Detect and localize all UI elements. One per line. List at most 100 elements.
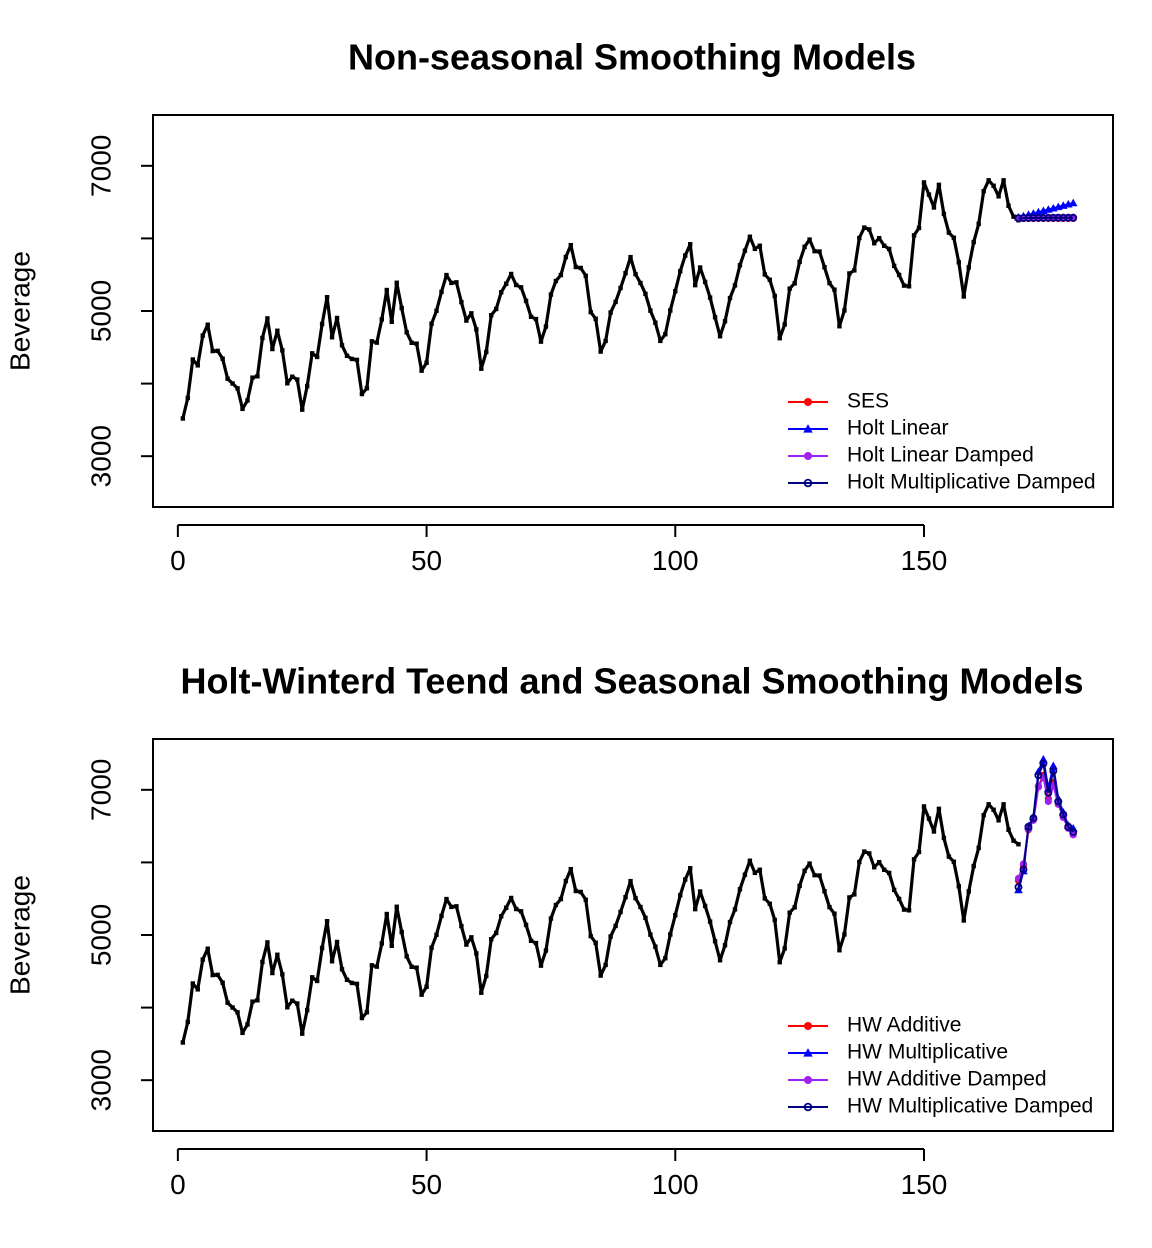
series-observed bbox=[180, 802, 1021, 1045]
data-point bbox=[956, 260, 962, 265]
x-tick-label: 0 bbox=[170, 1169, 186, 1200]
data-point bbox=[807, 237, 812, 242]
data-point bbox=[976, 221, 981, 227]
data-point bbox=[673, 912, 678, 918]
data-point bbox=[812, 248, 817, 254]
data-point bbox=[857, 235, 862, 241]
data-point bbox=[857, 859, 862, 865]
data-point bbox=[946, 854, 952, 859]
data-point bbox=[389, 943, 394, 949]
y-tick-label: 7000 bbox=[85, 135, 116, 197]
data-point bbox=[290, 374, 295, 379]
data-point bbox=[737, 263, 743, 268]
data-point bbox=[1059, 213, 1068, 222]
data-point bbox=[782, 946, 787, 951]
data-point bbox=[260, 959, 265, 965]
data-point bbox=[215, 348, 220, 354]
data-point bbox=[464, 942, 469, 947]
data-point bbox=[797, 883, 802, 889]
data-point bbox=[643, 291, 648, 296]
data-point bbox=[349, 980, 355, 986]
data-point bbox=[404, 954, 409, 959]
data-point bbox=[1011, 838, 1016, 843]
data-point bbox=[832, 911, 837, 916]
data-point bbox=[404, 330, 409, 335]
data-point bbox=[966, 889, 971, 894]
data-point bbox=[757, 243, 763, 248]
data-point bbox=[847, 895, 852, 900]
data-point bbox=[842, 932, 847, 937]
data-point bbox=[489, 937, 494, 942]
data-point bbox=[518, 909, 524, 914]
chart-title: Non-seasonal Smoothing Models bbox=[348, 37, 916, 78]
legend-label: Holt Linear bbox=[847, 417, 949, 440]
data-point bbox=[578, 889, 583, 895]
data-point bbox=[230, 381, 235, 386]
chart-title: Holt-Winterd Teend and Seasonal Smoothin… bbox=[180, 661, 1083, 702]
data-point bbox=[673, 288, 678, 294]
data-point bbox=[886, 246, 892, 252]
data-point bbox=[648, 932, 653, 937]
series-hw-multiplicative-damped bbox=[1014, 759, 1078, 892]
data-point bbox=[498, 290, 504, 295]
data-point bbox=[359, 1015, 365, 1021]
data-point bbox=[394, 280, 399, 285]
x-tick-label: 50 bbox=[411, 545, 442, 576]
data-point bbox=[449, 904, 454, 910]
data-point bbox=[683, 253, 688, 258]
data-point bbox=[931, 829, 937, 834]
data-point bbox=[668, 308, 673, 313]
legend-label: Holt Linear Damped bbox=[847, 444, 1034, 467]
data-point bbox=[872, 865, 877, 870]
data-point bbox=[573, 888, 578, 894]
data-point bbox=[722, 943, 728, 948]
data-point bbox=[792, 281, 797, 286]
data-point bbox=[742, 248, 748, 253]
data-point bbox=[464, 318, 469, 323]
legend-marker bbox=[804, 398, 812, 406]
y-tick-label: 7000 bbox=[85, 759, 116, 821]
series-line bbox=[181, 178, 1020, 419]
data-point bbox=[394, 904, 399, 909]
data-point bbox=[354, 981, 360, 987]
data-point bbox=[538, 339, 544, 344]
data-point bbox=[752, 246, 758, 252]
data-point bbox=[384, 287, 389, 293]
data-point bbox=[429, 945, 434, 950]
data-point bbox=[782, 322, 787, 327]
data-point bbox=[842, 308, 847, 313]
data-point bbox=[275, 952, 280, 957]
data-point bbox=[772, 917, 777, 923]
data-point bbox=[598, 973, 603, 978]
data-point bbox=[489, 313, 494, 318]
data-point bbox=[663, 956, 668, 961]
data-point bbox=[528, 314, 534, 320]
data-point bbox=[434, 308, 439, 313]
data-point bbox=[891, 887, 897, 893]
data-point bbox=[722, 319, 728, 324]
data-point bbox=[285, 381, 290, 386]
data-point bbox=[513, 906, 519, 912]
data-point bbox=[1019, 214, 1028, 223]
data-point bbox=[484, 973, 489, 979]
data-point bbox=[633, 271, 638, 277]
data-point bbox=[762, 272, 768, 277]
data-point bbox=[424, 984, 429, 989]
data-point bbox=[210, 972, 215, 978]
data-point bbox=[872, 241, 877, 246]
data-point bbox=[901, 907, 907, 912]
data-point bbox=[1054, 797, 1063, 806]
data-point bbox=[1019, 865, 1028, 874]
data-point bbox=[727, 295, 733, 301]
data-point bbox=[255, 374, 260, 379]
data-point bbox=[921, 804, 927, 809]
data-point bbox=[886, 870, 892, 876]
data-point bbox=[926, 816, 932, 821]
data-point bbox=[916, 849, 922, 855]
data-point bbox=[528, 938, 534, 944]
data-point bbox=[613, 299, 618, 305]
data-point bbox=[205, 946, 210, 951]
data-point bbox=[906, 908, 912, 913]
y-axis-label: Beverage bbox=[4, 251, 35, 371]
